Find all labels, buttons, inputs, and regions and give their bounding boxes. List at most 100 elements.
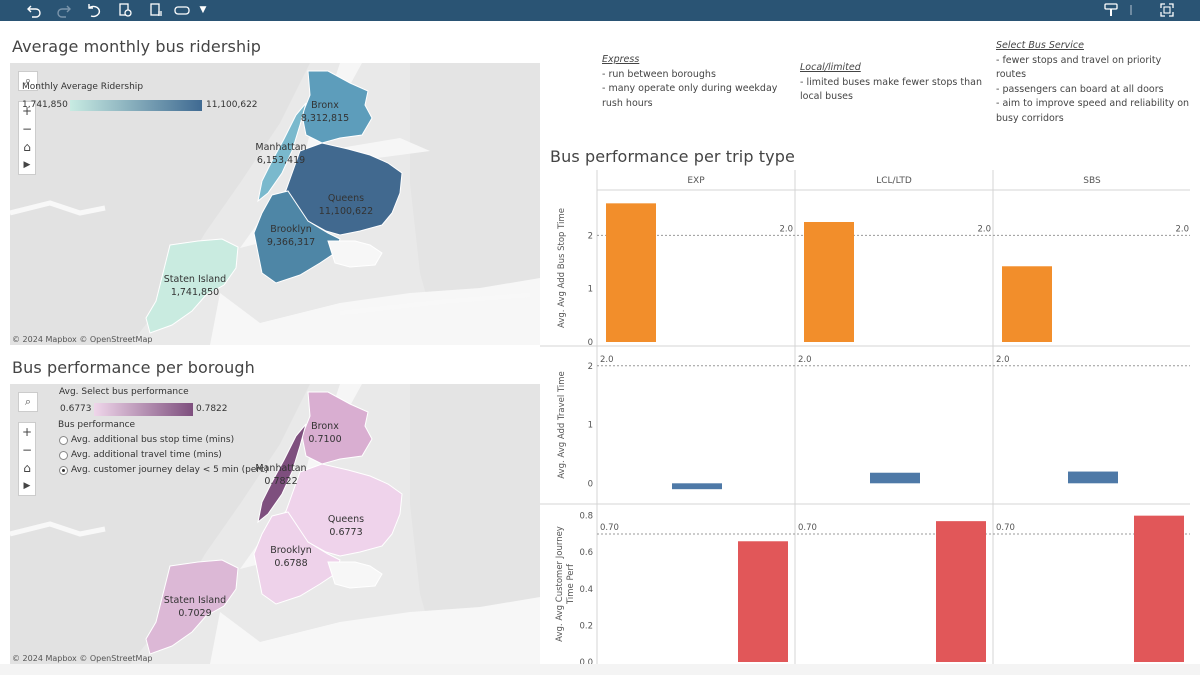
- queens-label[interactable]: Queens 11,100,622: [316, 192, 376, 218]
- ridership-map-base: [10, 63, 540, 345]
- bar-exp: [672, 483, 722, 490]
- column-header: EXP: [687, 176, 705, 186]
- y-tick-label: 2: [588, 362, 593, 372]
- bar-lcl-ltd: [936, 521, 986, 662]
- y-tick-label: 0.4: [579, 585, 593, 595]
- perf-zoom-in-icon[interactable]: +: [21, 425, 33, 439]
- refresh-icon[interactable]: [117, 2, 133, 18]
- perf-home-icon[interactable]: ⌂: [23, 461, 31, 475]
- ridership-title: Average monthly bus ridership: [12, 37, 262, 56]
- ridership-legend-max: 11,100,622: [206, 100, 258, 110]
- y-axis-label: Avg. Avg Add Bus Stop Time: [557, 208, 567, 328]
- perf-queens-name: Queens: [327, 514, 365, 525]
- y-tick-label: 2: [588, 231, 593, 241]
- reference-label: 2.0: [996, 355, 1010, 365]
- ridership-legend-title: Monthly Average Ridership: [22, 82, 144, 92]
- toolbar: ▼: [0, 0, 1200, 21]
- expand-icon[interactable]: ▶: [23, 160, 31, 170]
- option-bus-stop-time[interactable]: Avg. additional bus stop time (mins): [59, 435, 234, 445]
- manhattan-label[interactable]: Manhattan 6,153,419: [254, 141, 308, 167]
- home-icon[interactable]: ⌂: [23, 140, 31, 154]
- zoom-out-icon[interactable]: −: [21, 122, 33, 136]
- y-axis-label: Time Perf: [566, 563, 576, 605]
- note-sbs-line: - aim to improve speed and reliability o…: [996, 98, 1190, 109]
- bar-lcl-ltd: [870, 472, 920, 484]
- redo-icon[interactable]: [56, 2, 72, 18]
- performance-attribution: © 2024 Mapbox © OpenStreetMap: [12, 654, 153, 663]
- radio-journey-delay[interactable]: [59, 465, 68, 475]
- perf-manhattan-label[interactable]: Manhattan 0.7822: [254, 462, 308, 488]
- staten-island-name: Staten Island: [163, 274, 227, 285]
- reference-label: 0.70: [798, 523, 817, 533]
- column-header: LCL/LTD: [876, 176, 912, 186]
- note-express-line: - many operate only during weekday: [602, 83, 778, 94]
- radio-travel-time[interactable]: [59, 450, 68, 460]
- y-tick-label: 0.2: [579, 621, 593, 631]
- reference-label: 2.0: [798, 355, 812, 365]
- reference-label: 2.0: [779, 224, 793, 234]
- staten-island-label[interactable]: Staten Island 1,741,850: [162, 273, 228, 299]
- perf-bronx-name: Bronx: [311, 421, 339, 432]
- performance-legend-ramp: [94, 403, 193, 416]
- y-tick-label: 1: [588, 421, 593, 431]
- staten-island-value: 1,741,850: [170, 287, 220, 298]
- ridership-legend-ramp: [70, 100, 202, 111]
- option-journey-delay[interactable]: Avg. customer journey delay < 5 min (per…: [59, 465, 268, 475]
- radio-bus-stop-time[interactable]: [59, 435, 68, 445]
- perf-brooklyn-region: [253, 511, 341, 605]
- perf-queens-label[interactable]: Queens 0.6773: [316, 513, 376, 539]
- perf-brooklyn-label[interactable]: Brooklyn 0.6788: [264, 544, 318, 570]
- fullscreen-icon[interactable]: [1159, 2, 1175, 18]
- trip-type-chart: EXP LCL/LTD SBS Avg. Avg Add Bus Stop Time 0…: [540, 170, 1190, 664]
- perf-zoom-out-icon[interactable]: −: [21, 443, 33, 457]
- revert-icon[interactable]: [86, 2, 102, 18]
- reference-label: 2.0: [977, 224, 991, 234]
- zoom-in-icon[interactable]: +: [21, 104, 33, 118]
- bar-lcl-ltd: [804, 222, 854, 342]
- bar-sbs: [1002, 266, 1052, 342]
- y-axis-label: Avg. Avg Add Travel Time: [557, 371, 567, 479]
- manhattan-region: [257, 102, 307, 203]
- note-express-line: - run between boroughs: [602, 68, 716, 80]
- toggle-icon[interactable]: [174, 2, 190, 18]
- performance-legend-title: Avg. Select bus performance: [59, 387, 189, 397]
- y-tick-label: 0.0: [579, 658, 593, 664]
- manhattan-name: Manhattan: [255, 142, 307, 153]
- performance-legend-max: 0.7822: [196, 404, 228, 414]
- perf-map-search-icon[interactable]: ⌕: [18, 392, 38, 412]
- option-travel-time[interactable]: Avg. additional travel time (mins): [59, 450, 222, 460]
- note-express-line: rush hours: [602, 97, 653, 109]
- performance-boroughs: [145, 391, 403, 655]
- option-travel-time-label: Avg. additional travel time (mins): [71, 450, 222, 460]
- perf-manhattan-region: [257, 423, 307, 524]
- bronx-name: Bronx: [311, 100, 339, 111]
- ridership-boroughs: [145, 70, 403, 334]
- perf-staten-island-region: [145, 559, 239, 655]
- performance-param-title: Bus performance: [58, 420, 136, 430]
- undo-icon[interactable]: [26, 2, 42, 18]
- toolbar-divider: [1130, 5, 1132, 15]
- y-tick-label: 0: [588, 338, 593, 348]
- bronx-label[interactable]: Bronx 8,312,815: [300, 99, 350, 125]
- perf-staten-island-label[interactable]: Staten Island 0.7029: [162, 594, 228, 620]
- reference-label: 0.70: [996, 523, 1015, 533]
- pause-updates-icon[interactable]: [148, 2, 164, 18]
- bar-exp: [606, 203, 656, 342]
- perf-expand-icon[interactable]: ▶: [23, 481, 31, 491]
- perf-bronx-label[interactable]: Bronx 0.7100: [300, 420, 350, 446]
- bronx-value: 8,312,815: [300, 113, 350, 124]
- queens-name: Queens: [327, 193, 365, 204]
- brooklyn-label[interactable]: Brooklyn 9,366,317: [264, 223, 318, 249]
- note-sbs-line: - passengers can board at all doors: [996, 83, 1164, 95]
- note-local-line: - limited buses make fewer stops than: [800, 76, 982, 88]
- ridership-map[interactable]: ⌕ + − ⌂ ▶ Monthly Average Ridership 1,74…: [10, 63, 540, 345]
- map-search-icon[interactable]: ⌕: [18, 71, 38, 91]
- ridership-attribution: © 2024 Mapbox © OpenStreetMap: [12, 335, 153, 344]
- dropdown-icon[interactable]: ▼: [199, 5, 207, 15]
- performance-map[interactable]: ⌕ + − ⌂ ▶ Avg. Select bus performance 0.…: [10, 384, 540, 664]
- highlight-icon[interactable]: [1103, 2, 1119, 18]
- column-header: SBS: [1083, 176, 1101, 186]
- bar-sbs: [1068, 471, 1118, 484]
- note-express-heading: Express: [602, 54, 640, 65]
- reference-label: 2.0: [1175, 224, 1189, 234]
